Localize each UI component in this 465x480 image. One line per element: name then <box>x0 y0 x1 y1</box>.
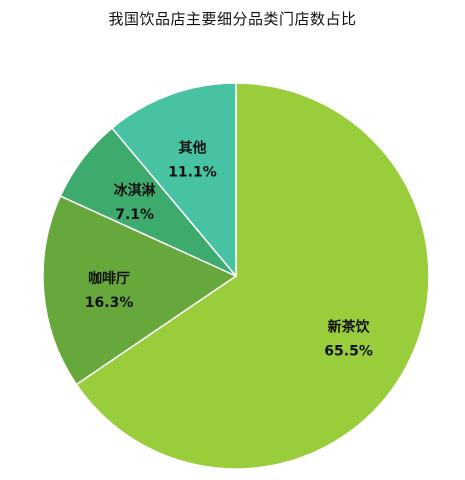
slice-label-2: 冰淇淋 <box>114 182 156 199</box>
pie-slice-3 <box>110 82 237 279</box>
slice-value-label-2: 7.1% <box>115 207 154 223</box>
chart-title: 我国饮品店主要细分品类门店数占比 <box>108 10 357 28</box>
pie-slice-1 <box>42 195 238 386</box>
slice-value-label-0: 65.5% <box>324 344 373 360</box>
slice-value-label-3: 11.1% <box>168 164 217 180</box>
slice-label-0: 新茶饮 <box>328 319 371 336</box>
slice-value-label-1: 16.3% <box>85 295 134 311</box>
slice-label-1: 咖啡厅 <box>88 270 130 287</box>
slice-label-3: 其他 <box>178 139 206 156</box>
pie-slice-0 <box>75 82 430 470</box>
